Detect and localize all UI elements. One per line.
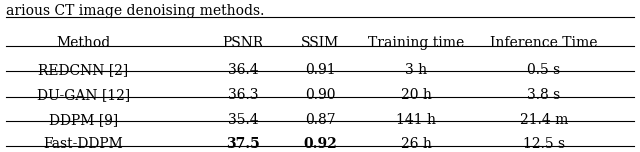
Text: 12.5 s: 12.5 s xyxy=(523,137,565,151)
Text: 21.4 m: 21.4 m xyxy=(520,113,568,127)
Text: Method: Method xyxy=(56,36,110,50)
Text: 0.92: 0.92 xyxy=(303,137,337,151)
Text: SSIM: SSIM xyxy=(301,36,339,50)
Text: DU-GAN [12]: DU-GAN [12] xyxy=(36,88,130,102)
Text: Training time: Training time xyxy=(368,36,464,50)
Text: DDPM [9]: DDPM [9] xyxy=(49,113,118,127)
Text: PSNR: PSNR xyxy=(223,36,264,50)
Text: 36.3: 36.3 xyxy=(228,88,259,102)
Text: 26 h: 26 h xyxy=(401,137,431,151)
Text: REDCNN [2]: REDCNN [2] xyxy=(38,63,129,77)
Text: 141 h: 141 h xyxy=(396,113,436,127)
Text: 0.87: 0.87 xyxy=(305,113,335,127)
Text: 0.91: 0.91 xyxy=(305,63,335,77)
Text: 0.90: 0.90 xyxy=(305,88,335,102)
Text: 0.5 s: 0.5 s xyxy=(527,63,561,77)
Text: arious CT image denoising methods.: arious CT image denoising methods. xyxy=(6,4,265,18)
Text: Fast-DDPM: Fast-DDPM xyxy=(44,137,123,151)
Text: 3 h: 3 h xyxy=(405,63,427,77)
Text: 20 h: 20 h xyxy=(401,88,431,102)
Text: 37.5: 37.5 xyxy=(227,137,260,151)
Text: Inference Time: Inference Time xyxy=(490,36,598,50)
Text: 35.4: 35.4 xyxy=(228,113,259,127)
Text: 3.8 s: 3.8 s xyxy=(527,88,561,102)
Text: 36.4: 36.4 xyxy=(228,63,259,77)
